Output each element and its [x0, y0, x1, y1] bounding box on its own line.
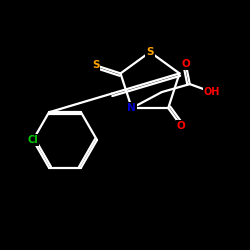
Text: Cl: Cl — [28, 135, 38, 145]
Text: O: O — [177, 121, 186, 131]
Text: OH: OH — [204, 87, 220, 97]
Text: S: S — [146, 47, 154, 57]
Text: S: S — [92, 60, 100, 70]
Text: O: O — [182, 59, 190, 69]
Text: N: N — [128, 103, 136, 113]
